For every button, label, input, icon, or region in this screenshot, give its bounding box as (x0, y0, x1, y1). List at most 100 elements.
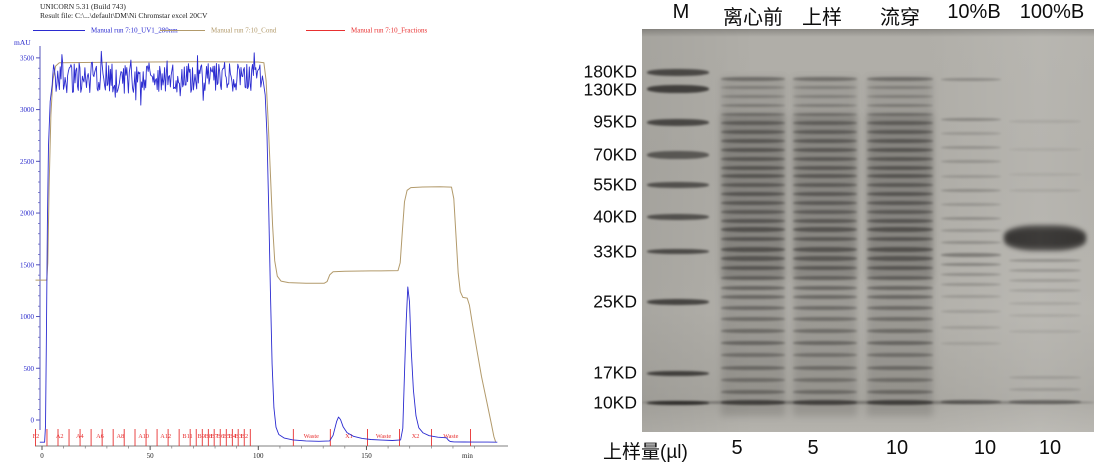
chromatogram-panel: UNICORN 5.31 (Build 743) Result file: C:… (0, 0, 545, 465)
protein-band (1006, 229, 1084, 248)
protein-band (721, 317, 785, 322)
dye-front-line (642, 401, 1094, 405)
protein-band (647, 249, 709, 255)
protein-band (941, 174, 1001, 178)
x-tick-label: 100 (253, 452, 264, 460)
gel-image (642, 29, 1094, 432)
protein-band (941, 160, 1001, 164)
gel-lane (941, 29, 1001, 432)
protein-band (867, 201, 933, 206)
protein-band (721, 192, 785, 197)
protein-band (721, 256, 785, 262)
protein-band (941, 273, 1001, 277)
y-tick-label: 3000 (20, 106, 35, 114)
x-tick-label: 50 (147, 452, 155, 460)
protein-band (941, 78, 1001, 82)
protein-band (867, 305, 933, 310)
protein-band (793, 353, 857, 358)
protein-band (867, 95, 933, 99)
fraction-label: A2 (56, 433, 64, 440)
gel-lane (867, 29, 933, 432)
chromatogram-chart: 0 500 1000 1500 2000 2500 3000 3500 mAU 0 50 100 150… (14, 38, 508, 460)
lane-header: 上样 (802, 7, 842, 29)
protein-band (1009, 172, 1081, 176)
y-tick-label: 2000 (20, 210, 35, 218)
y-tick-label: 2500 (20, 158, 35, 166)
protein-band (721, 104, 785, 108)
lane-smear (867, 278, 933, 416)
gel-lane (793, 29, 857, 432)
x-axis-unit: min (462, 452, 473, 460)
gel-lane (1003, 29, 1087, 432)
protein-band (941, 263, 1001, 267)
protein-band (867, 112, 933, 116)
result-file-path: Result file: C:\...\default\DM\Ni Chroms… (40, 11, 208, 20)
protein-band (793, 341, 857, 346)
fraction-label: B3 (235, 433, 242, 440)
legend-swatch (306, 29, 345, 31)
lane-header: 离心前 (723, 7, 783, 29)
protein-band (721, 218, 785, 223)
protein-band (941, 325, 1001, 329)
protein-band (867, 329, 933, 334)
fraction-label: B11 (182, 433, 192, 440)
protein-band (721, 295, 785, 300)
protein-band (793, 139, 857, 144)
mw-label: 33KD (593, 241, 637, 262)
protein-band (721, 121, 785, 126)
fraction-label: B9 (198, 433, 205, 440)
protein-band (941, 202, 1001, 206)
protein-band (721, 341, 785, 346)
fraction-label: A6 (96, 433, 104, 440)
protein-band (1009, 259, 1081, 263)
fraction-label: Waste (443, 433, 458, 440)
protein-band (941, 118, 1001, 122)
x-tick-label: 0 (40, 452, 44, 460)
protein-band (941, 252, 1001, 257)
protein-band (647, 118, 709, 126)
protein-band (867, 365, 933, 370)
protein-band (721, 246, 785, 252)
protein-band (941, 216, 1001, 220)
protein-band (793, 156, 857, 161)
protein-band (721, 86, 785, 90)
protein-band (793, 174, 857, 179)
lane-header: 10%B (947, 1, 1001, 23)
protein-band (721, 139, 785, 144)
protein-band (1009, 329, 1081, 333)
protein-band (721, 76, 785, 81)
lane-header: 100%B (1019, 1, 1085, 23)
legend-swatch (33, 29, 85, 31)
protein-band (721, 156, 785, 161)
y-tick-label: 500 (24, 365, 35, 373)
protein-band (721, 183, 785, 188)
protein-band (793, 329, 857, 334)
fraction-label: B5 (223, 433, 230, 440)
protein-band (941, 341, 1001, 345)
protein-band (1009, 400, 1081, 405)
y-tick-label: 1000 (20, 313, 35, 321)
load-value: 5 (731, 437, 743, 459)
protein-band (867, 86, 933, 90)
protein-band (793, 121, 857, 126)
cond-curve (35, 61, 497, 442)
protein-band (721, 237, 785, 242)
uv-curve (39, 50, 498, 443)
protein-band (867, 104, 933, 108)
load-value: 10 (1038, 437, 1062, 459)
x-tick-label: 150 (361, 452, 372, 460)
legend-label: Manual run 7:10_Fractions (351, 26, 428, 35)
protein-band (941, 400, 1001, 405)
protein-band (793, 201, 857, 206)
protein-band (793, 295, 857, 300)
protein-band (1009, 313, 1081, 317)
protein-band (867, 266, 933, 271)
fraction-label: A8 (116, 433, 124, 440)
protein-band (793, 165, 857, 170)
protein-band (721, 329, 785, 334)
protein-band (867, 285, 933, 290)
protein-band (721, 130, 785, 135)
protein-band (721, 365, 785, 370)
protein-band (793, 227, 857, 233)
